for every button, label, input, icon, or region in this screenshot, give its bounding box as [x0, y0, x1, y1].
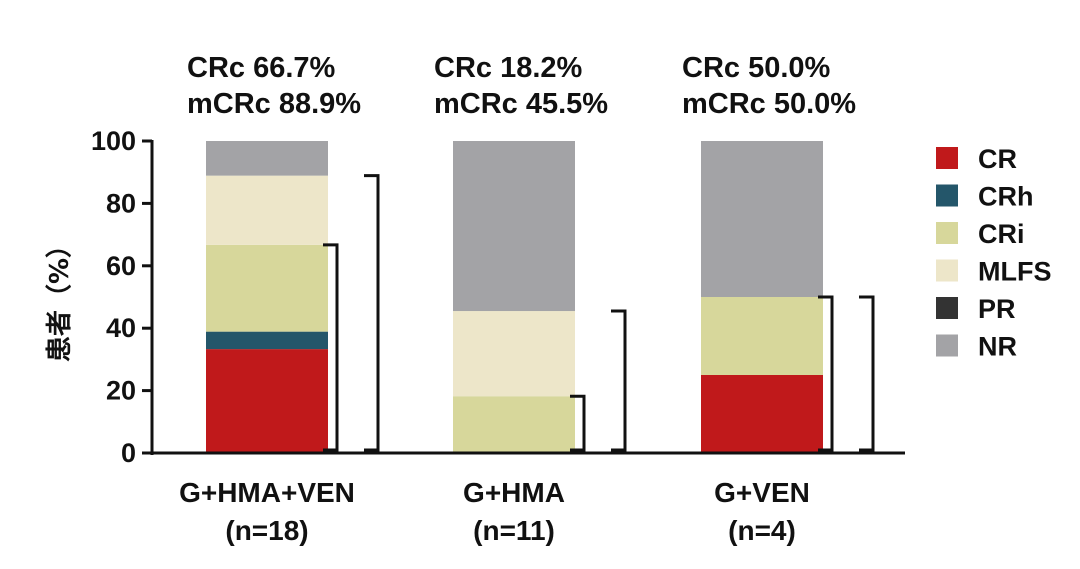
bracket-2-2	[611, 309, 627, 452]
bracket-3-1	[818, 295, 834, 452]
mcrc-annotation-1: mCRc 88.9%	[187, 88, 361, 120]
annotation-layer: CRc 66.7% mCRc 88.9% CRc 18.2% mCRc 45.5% CR…	[187, 52, 856, 120]
bar-segment-cri-1	[206, 244, 328, 332]
x-category-label-3: G+VEN	[714, 477, 810, 508]
legend-swatch-cr	[936, 147, 958, 169]
legend-label-nr: NR	[978, 332, 1017, 362]
x-labels-layer: G+HMA+VEN (n=18) G+HMA (n=11) G+VEN (n=4)	[179, 477, 810, 546]
axes-layer: 0 20 40 60 80 100 患者（%）	[45, 126, 905, 468]
bar-segment-cri-2	[453, 396, 575, 453]
bar-segment-mlfs-2	[453, 311, 575, 397]
legend-label-crh: CRh	[978, 182, 1034, 212]
x-category-label-2: G+HMA	[463, 477, 565, 508]
legend-swatch-cri	[936, 222, 958, 244]
bar-segment-mlfs-1	[206, 175, 328, 245]
brackets-layer	[323, 174, 875, 452]
y-tick-label-20: 20	[106, 376, 136, 406]
legend-swatch-crh	[936, 184, 958, 207]
x-category-label-1: G+HMA+VEN	[179, 477, 355, 508]
y-axis-label: 患者（%）	[45, 232, 75, 362]
x-category-n-3: (n=4)	[728, 515, 796, 546]
legend-swatch-pr	[936, 297, 958, 319]
legend-label-mlfs: MLFS	[978, 257, 1052, 287]
crc-annotation-1: CRc 66.7%	[187, 52, 336, 84]
y-tick-label-60: 60	[106, 251, 136, 281]
y-tick-label-40: 40	[106, 313, 136, 343]
crc-annotation-3: CRc 50.0%	[682, 52, 831, 84]
mcrc-annotation-2: mCRc 45.5%	[434, 88, 608, 120]
legend-label-cri: CRi	[978, 219, 1025, 249]
mcrc-annotation-3: mCRc 50.0%	[682, 88, 856, 120]
bar-segment-nr-2	[453, 141, 575, 312]
bar-segment-cr-1	[206, 349, 328, 453]
legend-label-pr: PR	[978, 294, 1016, 324]
crc-annotation-2: CRc 18.2%	[434, 52, 583, 84]
bar-segment-nr-1	[206, 141, 328, 176]
bracket-2-1	[570, 394, 586, 452]
bars-layer	[206, 141, 823, 453]
x-category-n-1: (n=18)	[225, 515, 308, 546]
legend-swatch-nr	[936, 334, 958, 357]
bracket-1-2	[364, 174, 380, 452]
legend-swatch-mlfs	[936, 259, 958, 282]
bar-segment-cr-3	[701, 375, 823, 453]
y-tick-label-0: 0	[121, 438, 136, 468]
legend-label-cr: CR	[978, 144, 1017, 174]
bracket-1-1	[323, 243, 339, 452]
legend: CR CRh CRi MLFS PR NR	[936, 144, 1052, 362]
bracket-3-2	[859, 295, 875, 452]
bar-segment-nr-3	[701, 141, 823, 297]
y-tick-label-80: 80	[106, 188, 136, 218]
bar-segment-crh-1	[206, 331, 328, 350]
bar-segment-cri-3	[701, 297, 823, 375]
y-tick-label-100: 100	[91, 126, 136, 156]
x-category-n-2: (n=11)	[473, 515, 555, 546]
